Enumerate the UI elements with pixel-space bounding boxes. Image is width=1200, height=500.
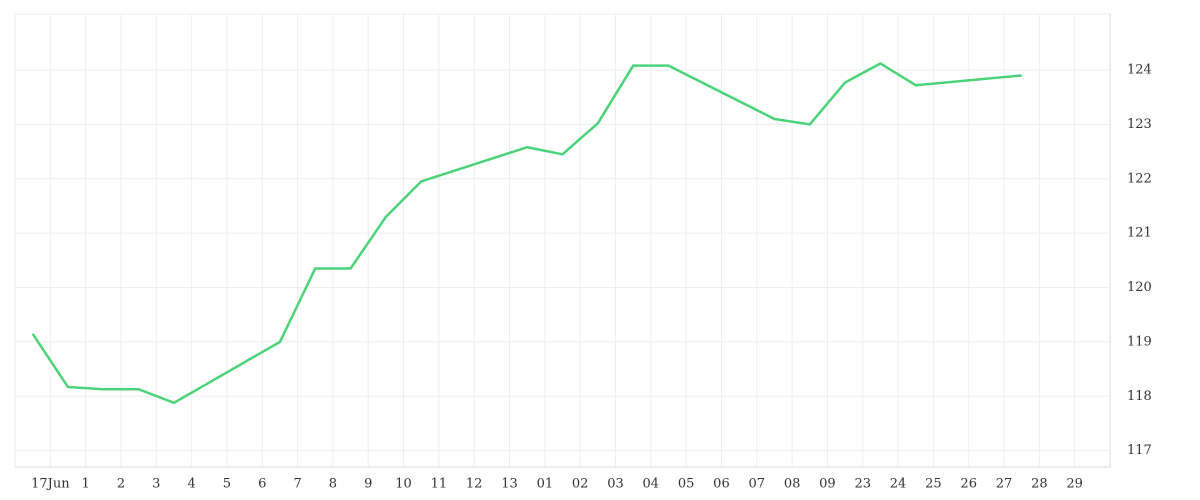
y-tick-label: 121 xyxy=(1127,226,1152,241)
x-tick-label: 26 xyxy=(960,477,977,492)
y-tick-label: 118 xyxy=(1127,389,1152,404)
x-tick-label: 01 xyxy=(537,477,554,492)
x-tick-label: 1 xyxy=(82,477,90,492)
x-tick-label: 5 xyxy=(223,477,231,492)
x-tick-label: 4 xyxy=(187,477,195,492)
x-tick-label: 02 xyxy=(572,477,589,492)
x-tick-label: 2 xyxy=(117,477,125,492)
x-tick-label: 29 xyxy=(1066,477,1083,492)
x-tick-label: 10 xyxy=(395,477,412,492)
x-tick-label: 27 xyxy=(996,477,1013,492)
y-tick-label: 123 xyxy=(1127,117,1152,132)
x-tick-label: 11 xyxy=(431,477,448,492)
x-tick-label: 23 xyxy=(854,477,871,492)
x-tick-label: 24 xyxy=(890,477,907,492)
x-tick-label: 9 xyxy=(364,477,372,492)
x-tick-label: 07 xyxy=(749,477,766,492)
x-tick-label: 09 xyxy=(819,477,836,492)
x-tick-label: 6 xyxy=(258,477,266,492)
x-tick-label: 05 xyxy=(678,477,695,492)
y-tick-label: 119 xyxy=(1127,334,1152,349)
x-tick-label: 3 xyxy=(152,477,160,492)
x-tick-label: 17Jun xyxy=(31,477,70,492)
x-tick-label: 06 xyxy=(713,477,730,492)
price-line xyxy=(31,62,1022,405)
x-tick-label: 8 xyxy=(329,477,337,492)
x-tick-label: 04 xyxy=(643,477,660,492)
y-tick-label: 122 xyxy=(1127,171,1152,186)
x-tick-label: 03 xyxy=(607,477,624,492)
x-tick-label: 25 xyxy=(925,477,942,492)
y-tick-label: 120 xyxy=(1127,280,1152,295)
y-tick-label: 124 xyxy=(1127,63,1152,78)
x-tick-label: 12 xyxy=(466,477,483,492)
x-tick-label: 28 xyxy=(1031,477,1048,492)
x-tick-label: 08 xyxy=(784,477,801,492)
x-tick-label: 7 xyxy=(293,477,301,492)
y-tick-label: 117 xyxy=(1127,443,1152,458)
x-tick-label: 13 xyxy=(501,477,518,492)
